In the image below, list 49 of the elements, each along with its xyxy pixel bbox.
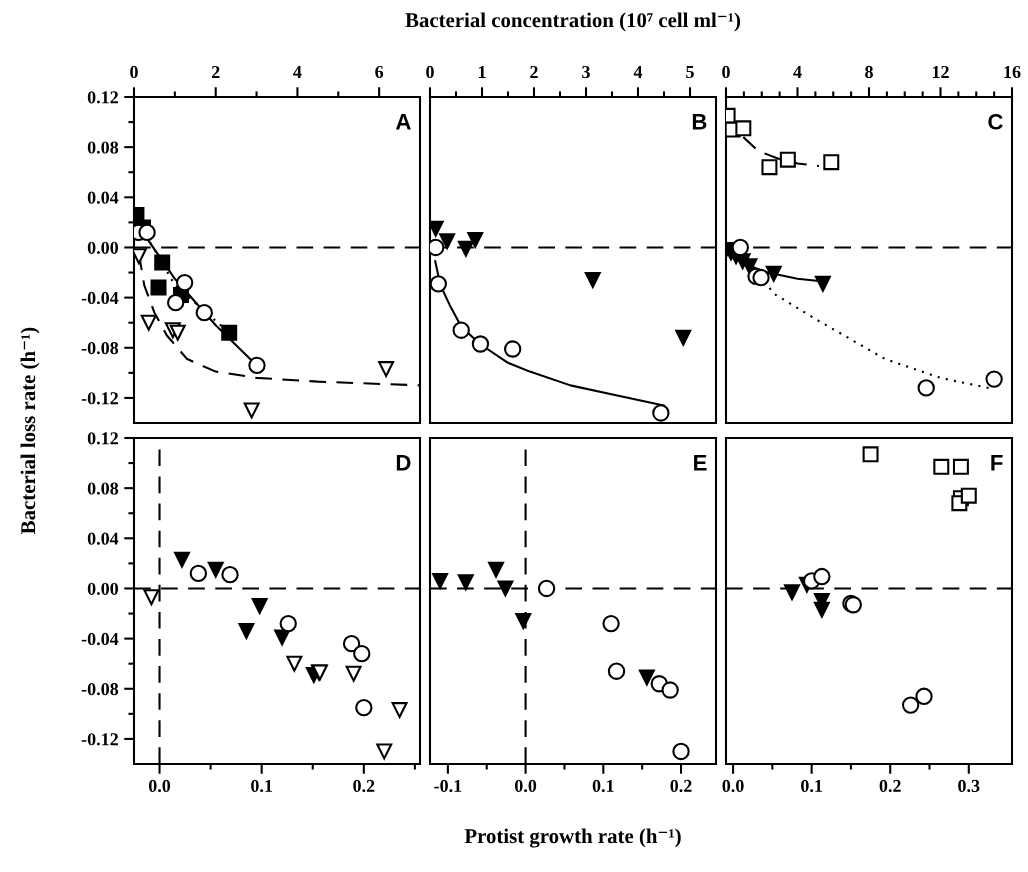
x-tick-label: 0.0: [515, 779, 537, 793]
x-tick-label: 0.1: [592, 779, 614, 793]
y-tick-label: -0.12: [81, 392, 118, 405]
y-tick-label: 0.00: [87, 241, 119, 254]
x-tick-label: 3: [582, 65, 590, 79]
y-tick-label: 0.04: [87, 532, 119, 545]
annotation: B: [692, 114, 707, 130]
x-tick-label: 0.0: [722, 779, 744, 793]
y-axis-title: Bacterial loss rate (h⁻¹): [20, 327, 40, 534]
x-tick-label: 2: [211, 65, 220, 78]
x-tick-label: 0.1: [251, 779, 273, 793]
x-tick-label: -0.1: [434, 779, 462, 793]
annotation: D: [396, 455, 411, 471]
y-tick-label: -0.08: [81, 683, 119, 696]
y-tick-label: 0.12: [87, 91, 118, 104]
y-tick-label: 0.00: [87, 582, 119, 595]
annotation: E: [694, 455, 707, 471]
x-tick-label: 0.3: [958, 779, 980, 793]
x-tick-label: 0: [722, 65, 730, 79]
x-tick-label: 1: [478, 65, 486, 78]
x-tick-label: 6: [375, 65, 384, 79]
x-tick-label: 0.0: [148, 779, 171, 793]
y-tick-label: -0.04: [81, 632, 119, 646]
x-tick-label: 16: [1004, 65, 1021, 79]
annotation: F: [991, 455, 1003, 471]
x-tick-label: 4: [633, 65, 643, 78]
x-tick-label: 0.2: [879, 779, 901, 793]
x-axis-title: Bacterial concentration (10⁷ cell ml⁻¹): [405, 12, 741, 32]
annotation: C: [988, 113, 1003, 130]
y-tick-label: -0.04: [81, 291, 119, 305]
y-tick-label: -0.12: [81, 733, 118, 746]
x-tick-label: 0: [426, 65, 434, 79]
y-tick-label: -0.08: [81, 342, 119, 355]
y-tick-label: 0.08: [87, 482, 119, 495]
x-tick-label: 0.2: [353, 779, 375, 793]
x-tick-label: 5: [686, 66, 694, 79]
x-tick-label: 4: [293, 65, 302, 78]
x-axis-title: Protist growth rate (h⁻¹): [464, 828, 681, 848]
x-tick-label: 2: [530, 65, 538, 78]
annotation: A: [395, 114, 411, 130]
x-tick-label: 0.1: [801, 779, 822, 793]
x-tick-label: 8: [865, 65, 873, 79]
y-tick-label: 0.04: [87, 191, 119, 204]
x-tick-label: 0.2: [670, 779, 692, 793]
x-tick-label: 4: [793, 65, 802, 78]
y-tick-label: 0.08: [87, 141, 119, 154]
x-tick-label: 12: [932, 65, 949, 78]
x-tick-label: 0: [130, 65, 138, 79]
y-tick-label: 0.12: [87, 432, 118, 445]
